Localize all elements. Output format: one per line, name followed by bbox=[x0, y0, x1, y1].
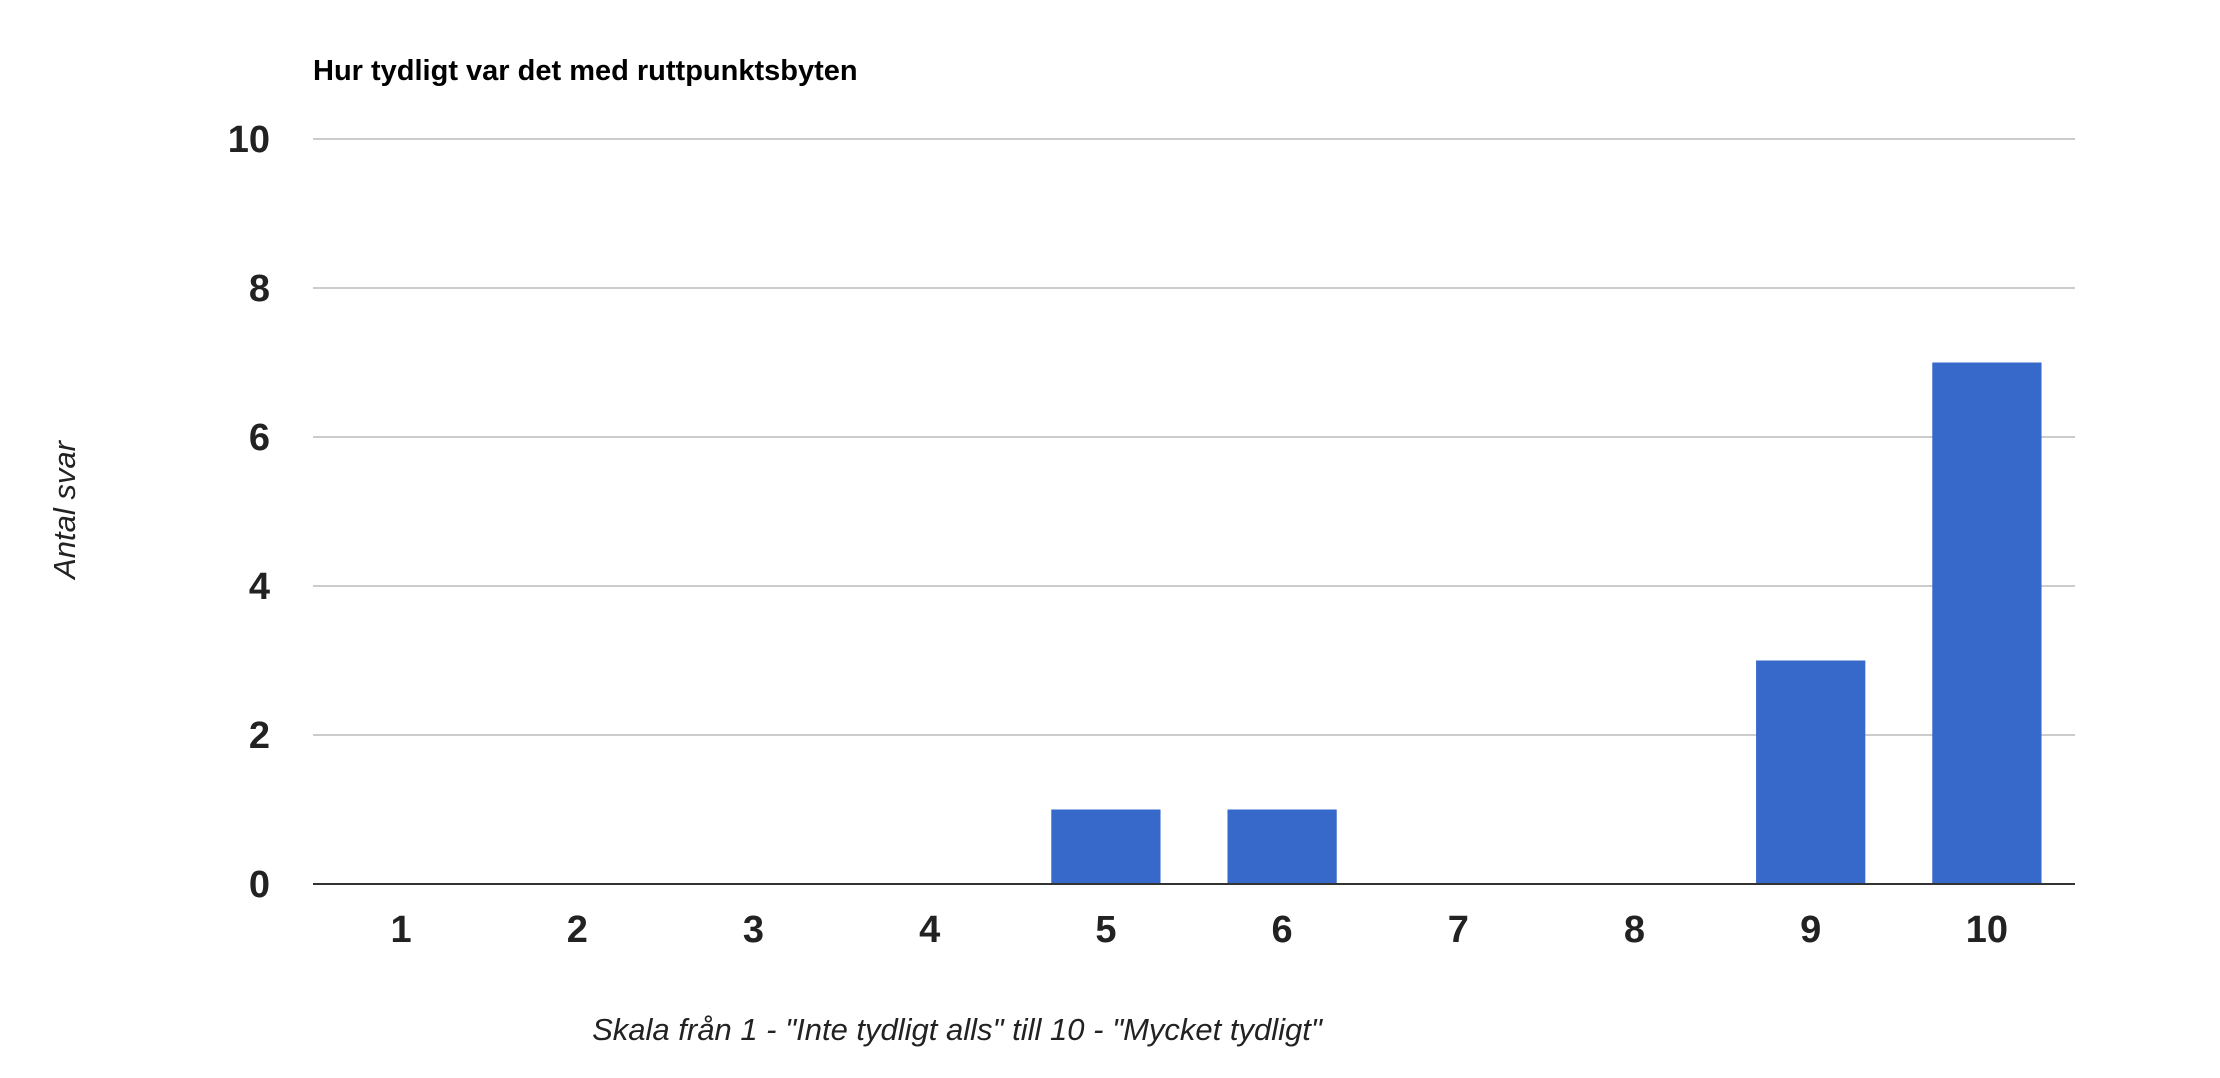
y-tick-label: 2 bbox=[249, 715, 270, 757]
y-tick-label: 4 bbox=[249, 566, 270, 608]
x-tick-label: 6 bbox=[1272, 909, 1293, 951]
x-tick-label: 10 bbox=[1966, 909, 2008, 951]
gridlines bbox=[313, 138, 2075, 736]
y-tick-label: 8 bbox=[249, 268, 270, 310]
x-tick-label: 9 bbox=[1800, 909, 1821, 951]
bar-10 bbox=[1932, 362, 2042, 884]
x-tick-label: 4 bbox=[919, 909, 940, 951]
x-tick-label: 5 bbox=[1095, 909, 1116, 951]
x-tick-label: 1 bbox=[391, 909, 412, 951]
x-tick-label: 3 bbox=[743, 909, 764, 951]
bar-6 bbox=[1227, 809, 1337, 884]
bar-9 bbox=[1756, 660, 1866, 884]
x-axis-title: Skala från 1 - "Inte tydligt alls" till … bbox=[592, 1012, 1324, 1047]
chart-title: Hur tydligt var det med ruttpunktsbyten bbox=[313, 55, 858, 87]
x-axis-ticks: 1 2 3 4 5 6 7 8 9 10 bbox=[391, 909, 2009, 951]
y-tick-label: 6 bbox=[249, 417, 270, 459]
x-tick-label: 8 bbox=[1624, 909, 1645, 951]
x-tick-label: 7 bbox=[1448, 909, 1469, 951]
y-axis-ticks: 0 2 4 6 8 10 bbox=[228, 119, 270, 906]
y-tick-label: 10 bbox=[228, 119, 270, 161]
y-tick-label: 0 bbox=[249, 864, 270, 906]
bars bbox=[1051, 362, 2042, 884]
bar-5 bbox=[1051, 809, 1161, 884]
x-tick-label: 2 bbox=[567, 909, 588, 951]
y-axis-title: Antal svar bbox=[47, 439, 82, 581]
